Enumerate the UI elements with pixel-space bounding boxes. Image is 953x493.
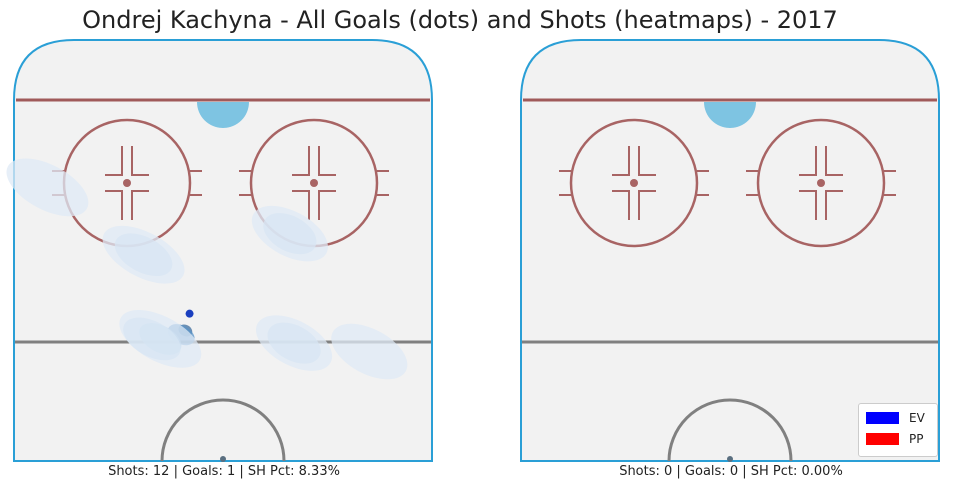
shot-density-region <box>102 225 185 284</box>
faceoff-dot <box>817 179 825 187</box>
faceoff-hash-mark <box>638 146 656 176</box>
faceoff-hash-mark <box>825 190 843 220</box>
faceoff-hash-mark <box>799 146 817 176</box>
faceoff-dot <box>310 179 318 187</box>
goal-crease <box>197 102 249 128</box>
faceoff-hash-mark <box>825 146 843 176</box>
shot-density-region <box>251 205 328 262</box>
right-faceoff-circle <box>746 118 896 248</box>
center-dot <box>727 456 733 462</box>
legend-item-pp: PP <box>866 432 923 446</box>
center-circle <box>667 398 793 462</box>
shot-density-region <box>331 323 408 380</box>
right-rink-panel <box>520 39 940 462</box>
faceoff-hash-mark <box>638 190 656 220</box>
goal-crease <box>704 102 756 128</box>
right-panel-caption: Shots: 0 | Goals: 0 | SH Pct: 0.00% <box>619 464 843 479</box>
shot-density-region <box>256 315 333 371</box>
legend-swatch-pp <box>866 433 899 445</box>
legend-label-pp: PP <box>909 432 924 446</box>
faceoff-hash-mark <box>292 146 310 176</box>
goal-dot <box>185 309 194 318</box>
center-dot <box>220 456 226 462</box>
faceoff-hash-mark <box>105 190 123 220</box>
faceoff-hash-mark <box>612 146 630 176</box>
legend-swatch-ev <box>866 412 899 424</box>
shot-heatmap <box>6 158 408 380</box>
faceoff-hash-mark <box>292 190 310 220</box>
legend-item-ev: EV <box>866 411 925 425</box>
rink-boards <box>520 39 940 462</box>
faceoff-hash-mark <box>318 190 336 220</box>
faceoff-hash-mark <box>318 146 336 176</box>
faceoff-hash-mark <box>105 146 123 176</box>
shot-density-region <box>6 158 89 217</box>
chart-title: Ondrej Kachyna - All Goals (dots) and Sh… <box>82 6 838 34</box>
faceoff-ring <box>569 118 699 248</box>
shot-density-region <box>119 310 202 368</box>
legend: EV PP <box>858 403 938 457</box>
faceoff-ring <box>756 118 886 248</box>
faceoff-hash-mark <box>612 190 630 220</box>
left-faceoff-circle <box>559 118 709 248</box>
faceoff-hash-mark <box>799 190 817 220</box>
faceoff-hash-mark <box>131 190 149 220</box>
left-panel-caption: Shots: 12 | Goals: 1 | SH Pct: 8.33% <box>108 464 340 479</box>
faceoff-hash-mark <box>131 146 149 176</box>
left-rink-panel <box>6 39 433 462</box>
faceoff-dot <box>630 179 638 187</box>
legend-label-ev: EV <box>909 411 925 425</box>
faceoff-dot <box>123 179 131 187</box>
center-circle <box>160 398 286 462</box>
